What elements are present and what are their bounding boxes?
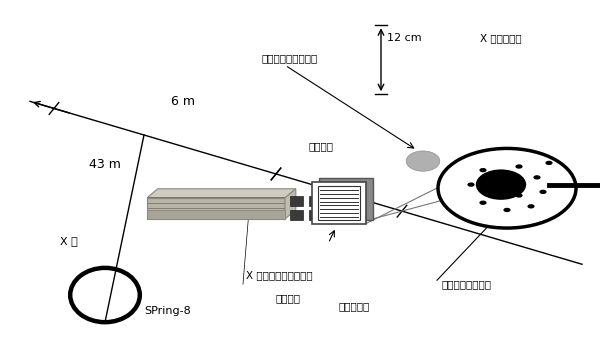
Polygon shape [312,182,366,223]
Text: サンプル: サンプル [308,142,334,152]
Circle shape [545,161,553,165]
Polygon shape [319,178,373,220]
Circle shape [479,168,487,172]
Polygon shape [147,198,285,219]
Circle shape [503,208,511,212]
Polygon shape [290,196,303,206]
Text: 43 m: 43 m [89,158,121,171]
Polygon shape [329,219,354,222]
Text: SPring-8: SPring-8 [144,306,191,316]
Circle shape [467,182,475,187]
Text: 12 cm: 12 cm [387,33,422,43]
Text: X 線回折動画: X 線回折動画 [480,33,522,43]
Text: 6 m: 6 m [171,95,195,108]
Polygon shape [309,196,322,206]
Circle shape [337,211,344,215]
Text: ビームストッパー２: ビームストッパー２ [261,53,317,63]
Polygon shape [285,189,296,219]
Polygon shape [318,185,360,220]
Text: X 線: X 線 [60,236,78,246]
Circle shape [539,190,547,194]
Circle shape [491,179,499,183]
Circle shape [515,193,523,198]
Circle shape [515,164,523,169]
Circle shape [406,151,440,171]
Circle shape [476,169,526,200]
Circle shape [479,201,487,205]
Polygon shape [290,210,303,220]
Polygon shape [147,189,296,198]
Polygon shape [309,210,322,220]
Circle shape [527,204,535,209]
Text: ビームストッパー: ビームストッパー [441,279,491,289]
Text: スリット: スリット [276,294,301,304]
Circle shape [533,175,541,180]
Text: X 線トロイダルミラー: X 線トロイダルミラー [246,270,313,280]
Ellipse shape [438,148,576,228]
Polygon shape [329,206,349,222]
Text: ピンホール: ピンホール [339,301,370,311]
Polygon shape [147,210,285,219]
